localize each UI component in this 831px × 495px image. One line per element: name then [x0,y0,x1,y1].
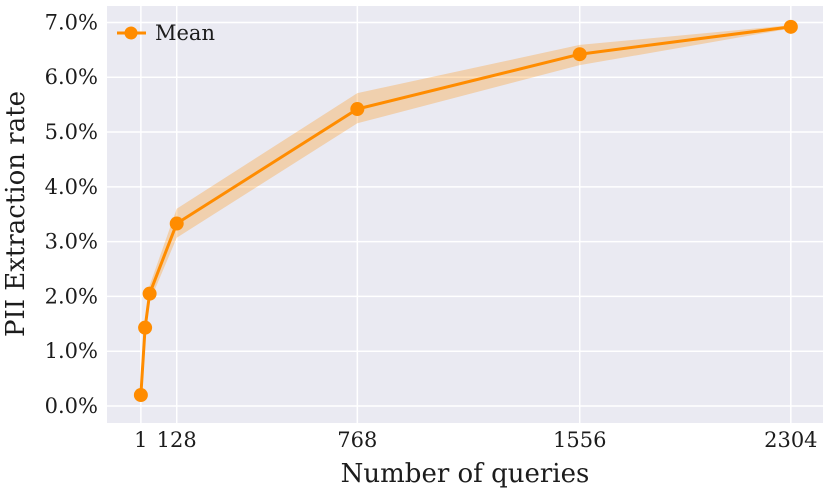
data-point-marker [783,19,798,34]
y-tick-label: 6.0% [45,65,98,89]
x-tick-label: 2304 [764,428,817,452]
data-point-marker [572,47,587,62]
data-point-marker [133,388,148,403]
legend-label: Mean [155,21,215,45]
data-point-marker [169,216,184,231]
plot-area: 0.0% 1.0% 2.0% 3.0% 4.0% 5.0% 6.0% 7.0% 1 128 768 1… [45,6,823,452]
y-tick-label: 1.0% [45,339,98,363]
y-tick-label: 3.0% [45,230,98,254]
data-point-marker [138,320,153,335]
y-tick-label: 7.0% [45,10,98,34]
y-tick-label: 4.0% [45,175,98,199]
x-axis-label: Number of queries [341,459,590,489]
y-tick-label: 5.0% [45,120,98,144]
data-point-marker [142,286,157,301]
x-tick-label: 1556 [553,428,606,452]
y-axis-label: PII Extraction rate [1,91,31,337]
legend: Mean [117,21,215,45]
x-tick-label: 1 [134,428,147,452]
data-point-marker [350,102,365,117]
x-tick-label: 128 [157,428,197,452]
x-tick-label: 768 [337,428,377,452]
legend-marker-icon [124,26,138,40]
y-tick-label: 2.0% [45,284,98,308]
y-tick-label: 0.0% [45,394,98,418]
plot-background [107,6,823,423]
